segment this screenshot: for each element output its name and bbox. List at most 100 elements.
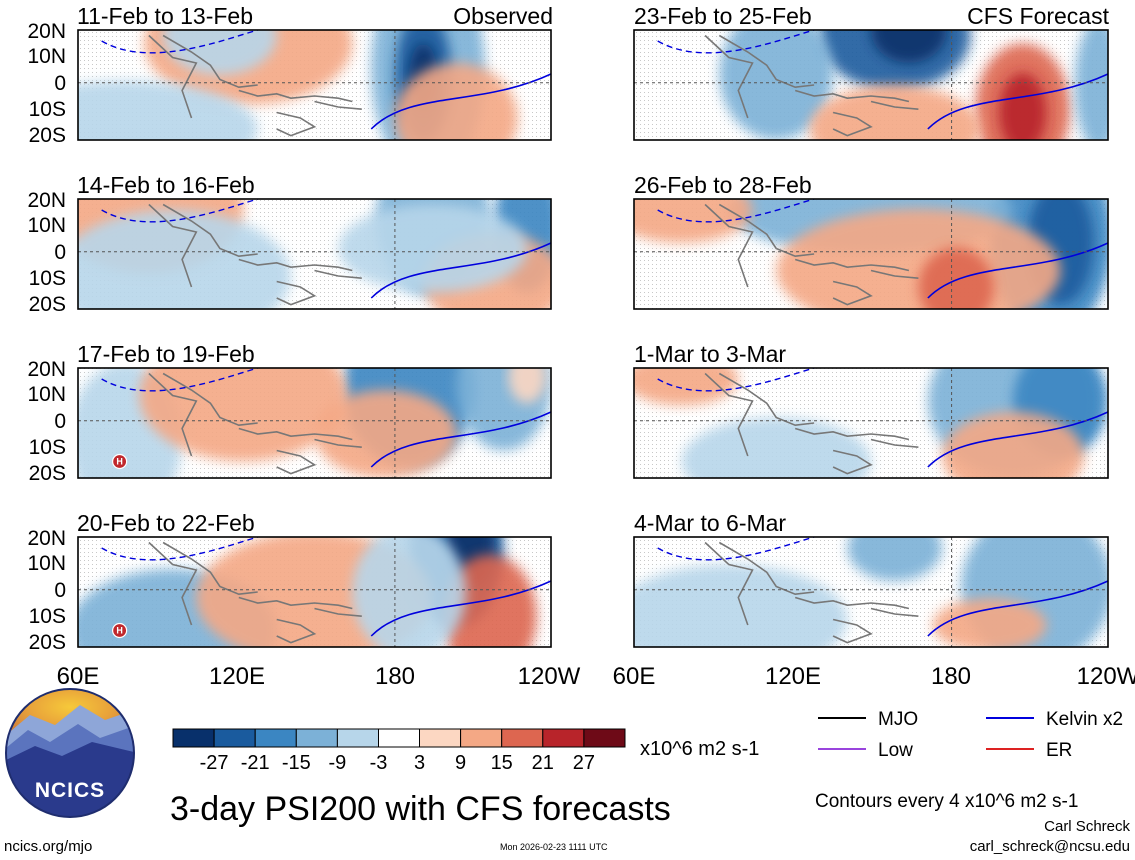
colorbar: -27 -21 -15 -9 -3 3 9 15 21 27 (172, 728, 626, 774)
x-tick-left-180: 180 (375, 663, 415, 690)
field-blob (1074, 30, 1108, 140)
coastline (870, 100, 919, 110)
coastline (794, 258, 910, 272)
field-blob (508, 368, 547, 404)
coastline (832, 280, 873, 306)
panel-title-5: 23-Feb to 25-Feb (634, 3, 812, 29)
legend-er-label: ER (1046, 740, 1072, 761)
panel-titles: 11-Feb to 13-Feb Observed 14-Feb to 16-F… (77, 3, 1110, 536)
kelvin-contour-negative (101, 537, 258, 561)
colorbar-tick-label: -21 (241, 752, 270, 774)
y-tick-r4-10s: 10S (29, 605, 66, 628)
x-tick-left-60e: 60E (57, 663, 100, 690)
colorbar-units: x10^6 m2 s-1 (640, 738, 759, 760)
high-marker (112, 622, 128, 639)
y-tick-r1-10s: 10S (29, 98, 66, 121)
field-blob (999, 72, 1047, 140)
field-blob (634, 199, 753, 243)
y-tick-r3-10s: 10S (29, 436, 66, 459)
field-blob (932, 598, 1047, 647)
coastline (148, 203, 198, 288)
colorbar-swatch (542, 728, 585, 748)
field-blob (809, 85, 980, 140)
coastline (276, 280, 317, 306)
legend: MJO Kelvin x2 Low ER (818, 709, 1123, 761)
panel-7 (633, 367, 1109, 479)
panel-title-1: 11-Feb to 13-Feb (77, 3, 253, 29)
field-blob (78, 210, 291, 309)
coastline (718, 372, 815, 427)
coastline (238, 258, 353, 272)
kelvin-contour (370, 411, 551, 468)
field-blob (338, 204, 528, 293)
logo-text: NCICS (35, 779, 105, 802)
coastline (238, 427, 353, 441)
coastline (238, 596, 353, 610)
panel-title-4: 20-Feb to 22-Feb (77, 510, 255, 536)
y-tick-r1-10n: 10N (27, 45, 66, 68)
y-tick-r4-0: 0 (54, 579, 66, 602)
panel-title-3: 17-Feb to 19-Feb (77, 341, 255, 367)
y-tick-r1-20n: 20N (27, 20, 66, 43)
coastline (870, 438, 919, 448)
field-blob (681, 417, 871, 478)
colorbar-swatch (336, 728, 379, 748)
coastline (870, 607, 919, 617)
coastline (162, 34, 258, 89)
kelvin-contour (927, 73, 1108, 130)
panel-3 (77, 367, 552, 479)
coastline (794, 596, 910, 610)
x-tick-right-120e: 120E (765, 663, 821, 690)
high-marker-label: H (116, 626, 123, 636)
panel-frame (77, 198, 552, 310)
y-tick-r1-20s: 20S (29, 124, 66, 147)
x-tick-left-120e: 120E (209, 663, 265, 690)
field-blob (78, 80, 258, 140)
coastline (314, 438, 362, 448)
y-axis-labels: 20N 10N 0 10S 20S 20N 10N 0 10S 20S 20N … (27, 20, 66, 654)
coastline (162, 372, 258, 427)
panel-frame (633, 29, 1109, 141)
kelvin-contour-negative (657, 368, 815, 392)
panel-title-7: 1-Mar to 3-Mar (634, 341, 786, 367)
colorbar-swatch (378, 728, 421, 748)
colorbar-tick-label: 3 (414, 752, 425, 774)
coastline (314, 269, 362, 279)
coastline (718, 541, 815, 596)
kelvin-contour-negative (101, 368, 258, 392)
legend-kelvin-label: Kelvin x2 (1046, 709, 1123, 730)
colorbar-swatch (419, 728, 462, 748)
coastline (704, 203, 754, 288)
x-tick-left-120w: 120W (518, 663, 581, 690)
panel-tag-1: Observed (453, 3, 553, 29)
kelvin-contour (927, 242, 1108, 299)
coastline (704, 34, 754, 119)
y-tick-r4-20n: 20N (27, 527, 66, 550)
coastline (238, 89, 353, 103)
legend-mjo-label: MJO (878, 709, 918, 730)
x-axis-labels: 60E 120E 180 120W 60E 120E 180 120W (57, 663, 1135, 690)
legend-low-label: Low (878, 740, 913, 761)
y-tick-r3-10n: 10N (27, 383, 66, 406)
coastline (832, 111, 873, 137)
panel-title-2: 14-Feb to 16-Feb (77, 172, 255, 198)
coastline (870, 269, 919, 279)
author-name: Carl Schreck (1044, 818, 1130, 835)
field-blob (314, 390, 457, 478)
panel-title-8: 4-Mar to 6-Mar (634, 510, 786, 536)
colorbar-swatch (501, 728, 544, 748)
y-tick-r3-20s: 20S (29, 462, 66, 485)
coastline (832, 449, 873, 475)
colorbar-swatch (460, 728, 503, 748)
ncics-logo: NCICS (5, 688, 135, 818)
coastline (704, 372, 754, 457)
colorbar-tick-label: 27 (573, 752, 595, 774)
y-tick-r4-20s: 20S (29, 631, 66, 654)
field-blob (634, 368, 739, 406)
x-tick-right-180: 180 (931, 663, 971, 690)
field-blob (942, 412, 1085, 478)
coastline (162, 203, 258, 258)
coastline (718, 203, 815, 258)
panel-2 (77, 198, 552, 310)
y-tick-r4-10n: 10N (27, 552, 66, 575)
